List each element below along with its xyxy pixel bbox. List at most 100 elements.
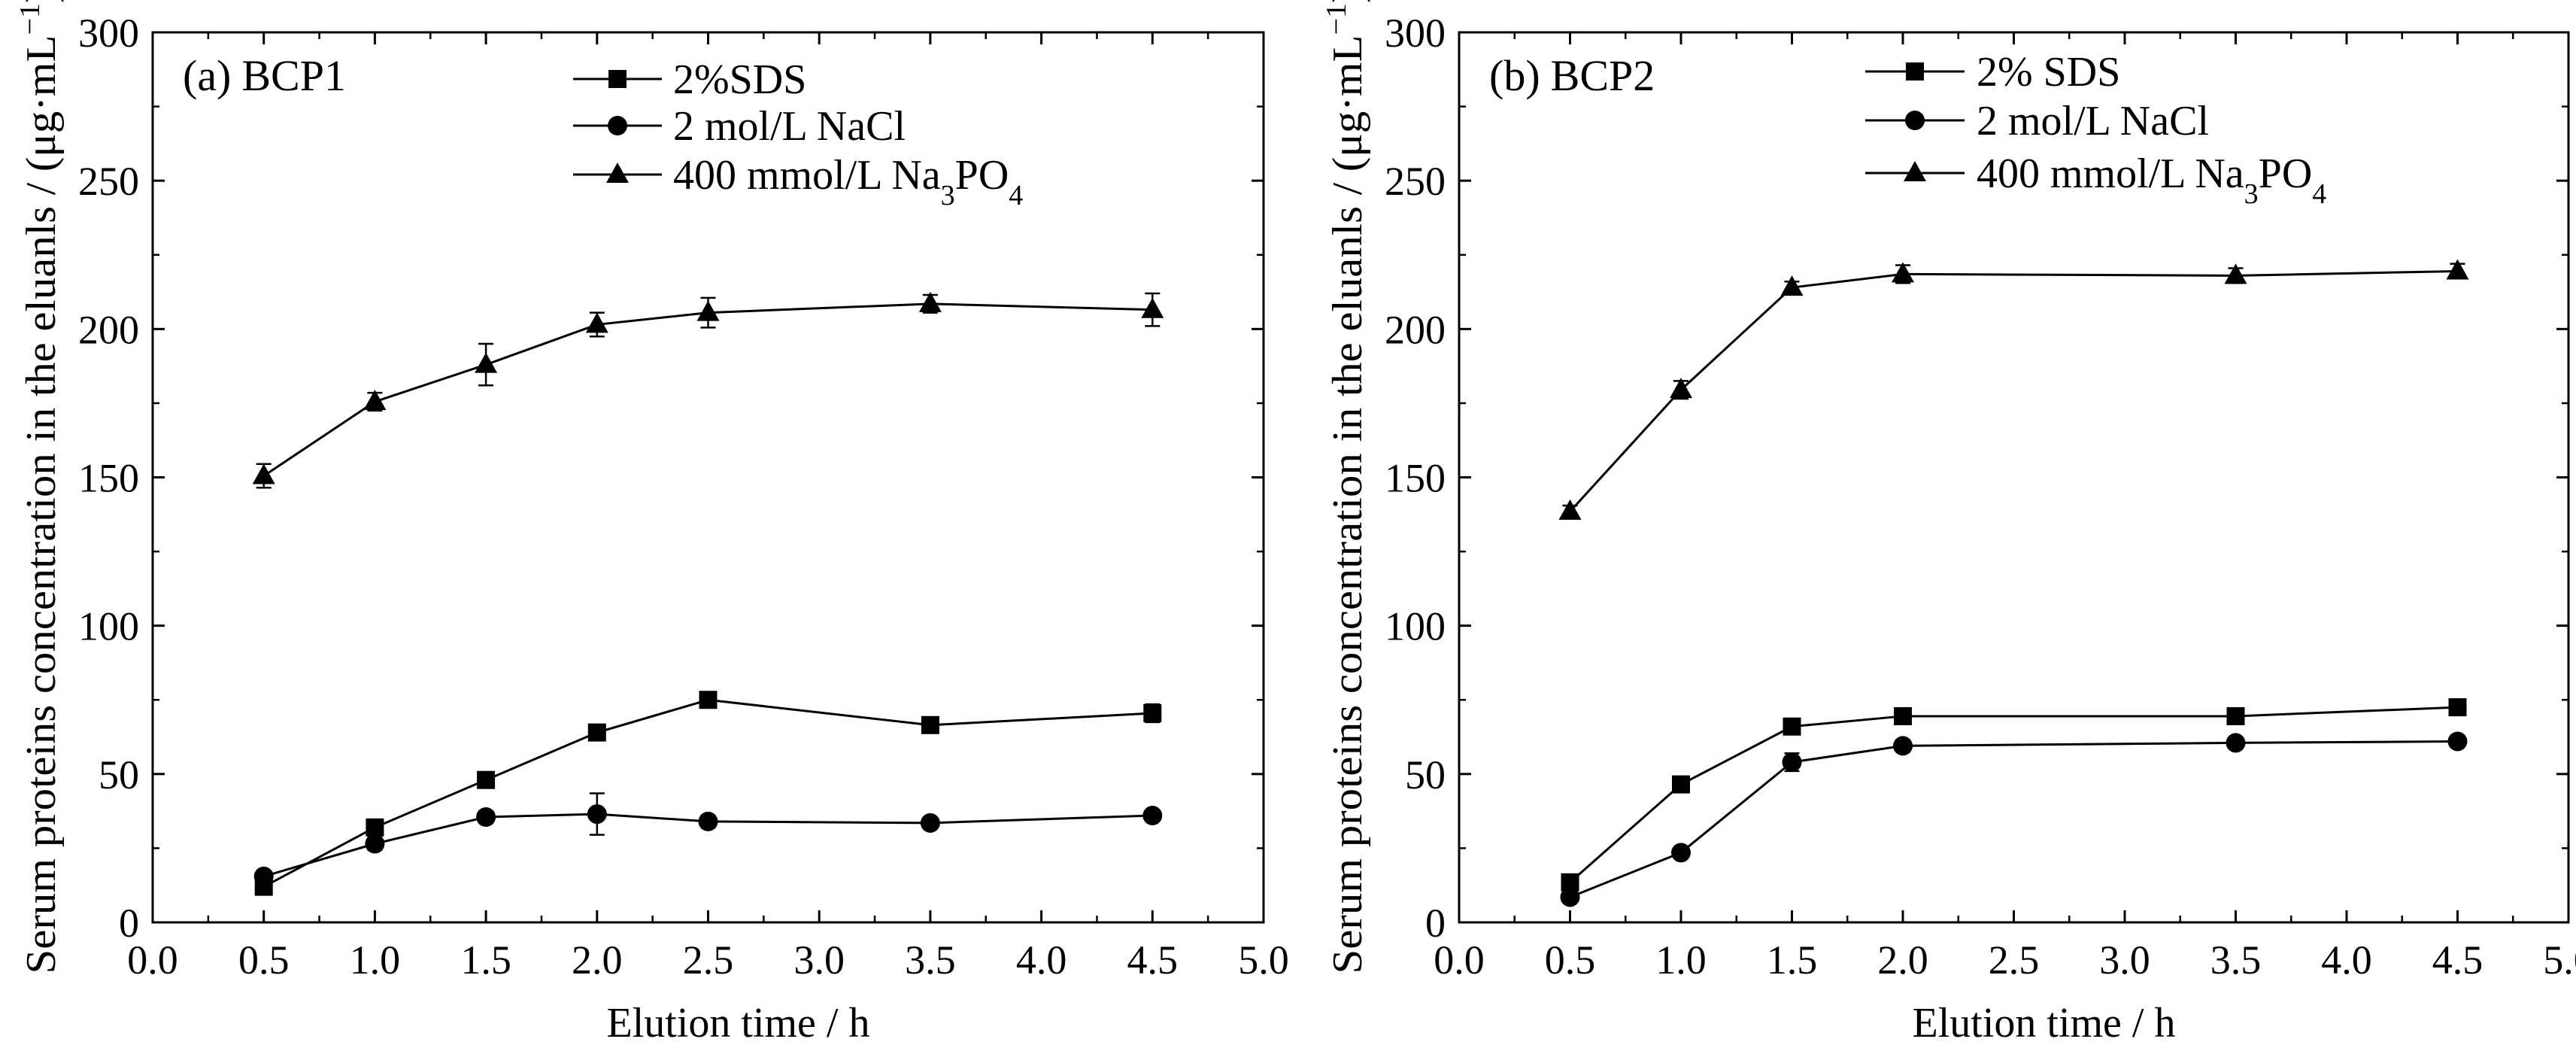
x-tick-label: 1.0	[1655, 937, 1707, 983]
series-square	[1561, 698, 2467, 892]
legend-label: 2% SDS	[1977, 49, 2120, 96]
legend-label: 2%SDS	[673, 56, 806, 103]
data-point	[920, 813, 940, 833]
data-point	[587, 804, 607, 825]
data-point	[253, 866, 274, 886]
y-tick-label: 50	[1405, 752, 1446, 797]
x-tick-label: 4.5	[1127, 937, 1179, 983]
data-point	[476, 807, 496, 828]
x-tick-label: 4.5	[2432, 937, 2483, 983]
y-tick-label: 250	[1385, 159, 1446, 204]
data-point	[2226, 706, 2245, 725]
y-tick-label: 250	[78, 159, 139, 204]
y-tick-label: 200	[1385, 307, 1446, 352]
data-point	[366, 818, 384, 837]
legend-marker	[608, 116, 627, 135]
series-line	[1569, 269, 2458, 512]
y-tick-label: 300	[1385, 11, 1446, 56]
x-axis-label: Elution time / h	[607, 1000, 870, 1046]
data-point	[921, 715, 939, 734]
x-tick-label: 3.5	[905, 937, 956, 983]
data-point	[2447, 731, 2468, 752]
legend-marker	[608, 70, 627, 88]
panel-b-chart: 0.0 0.5 1.0 1.5 2.0 2.5 3.0 3.5 4.0 4.5 5.0 0 50 100 1…	[1321, 0, 2576, 1046]
x-tick-label: 2.0	[1877, 937, 1928, 983]
data-point	[2448, 698, 2467, 717]
series-circle	[253, 792, 1163, 886]
legend-label: 2 mol/L NaCl	[673, 103, 906, 150]
data-point	[1782, 752, 1802, 773]
legend-marker	[606, 163, 629, 183]
x-tick-label: 2.5	[683, 937, 734, 983]
legend-label: 2 mol/L NaCl	[1977, 98, 2209, 144]
x-tick-label: 4.0	[2321, 937, 2372, 983]
y-tick-label: 100	[1385, 604, 1446, 649]
series-line	[262, 302, 1153, 477]
x-tick-label: 3.0	[2099, 937, 2150, 983]
data-point	[365, 834, 385, 854]
panel-title: (b) BCP2	[1489, 51, 1655, 100]
legend-label: 400 mmol/L Na3PO4	[1977, 150, 2326, 210]
x-tick-label: 0.0	[127, 937, 178, 983]
series-line	[1569, 740, 2458, 898]
data-point	[1672, 775, 1690, 794]
x-tick-label: 0.5	[238, 937, 290, 983]
data-point	[1141, 297, 1164, 318]
data-point	[363, 389, 387, 410]
y-tick-label: 100	[78, 604, 139, 649]
series-line	[1569, 706, 2458, 883]
data-point	[1671, 843, 1691, 863]
x-tick-label: 1.5	[460, 937, 511, 983]
y-tick-label: 0	[119, 901, 139, 946]
y-tick-label: 150	[78, 456, 139, 501]
data-point	[699, 691, 718, 709]
data-point	[1142, 806, 1163, 826]
x-axis-label: Elution time / h	[1913, 1000, 2176, 1046]
y-tick-label: 200	[78, 307, 139, 352]
data-point	[585, 312, 608, 333]
x-tick-label: 2.0	[572, 937, 623, 983]
x-tick-label: 0.0	[1434, 937, 1485, 983]
x-tick-label: 3.0	[793, 937, 845, 983]
x-tick-label: 1.0	[350, 937, 401, 983]
data-point	[696, 300, 720, 321]
legend-label: 400 mmol/L Na3PO4	[673, 152, 1023, 211]
data-point	[2226, 733, 2246, 753]
y-axis-label: Serum proteins concentration in the elua…	[1321, 0, 1371, 974]
series-square	[254, 691, 1162, 896]
data-point	[698, 811, 718, 831]
x-tick-label: 3.5	[2210, 937, 2262, 983]
y-tick-label: 50	[99, 752, 139, 797]
data-point	[1558, 499, 1582, 520]
data-point	[477, 770, 496, 789]
y-tick-label: 150	[1385, 456, 1446, 501]
series-triangle	[252, 291, 1164, 489]
y-axis-label: Serum proteins concentration in the elua…	[14, 0, 65, 974]
data-point	[918, 291, 942, 312]
data-point	[1670, 378, 1692, 399]
x-tick-label: 0.5	[1545, 937, 1596, 983]
data-point	[1893, 736, 1913, 756]
legend-marker	[1906, 62, 1924, 80]
data-point	[1894, 706, 1912, 725]
series-triangle	[1558, 259, 2469, 520]
data-point	[1780, 275, 1804, 296]
data-point	[1143, 703, 1162, 722]
data-point	[1892, 262, 1914, 283]
data-point	[2224, 263, 2247, 284]
x-tick-label: 1.5	[1767, 937, 1818, 983]
x-tick-label: 5.0	[1238, 937, 1289, 983]
data-point	[587, 723, 606, 742]
data-point	[1560, 887, 1580, 907]
data-point	[2446, 259, 2469, 280]
x-tick-label: 2.5	[1989, 937, 2040, 983]
data-point	[252, 463, 275, 485]
legend-marker	[1904, 161, 1926, 181]
y-tick-label: 0	[1425, 901, 1446, 946]
series-line	[262, 698, 1153, 889]
data-point	[1783, 717, 1801, 736]
x-tick-label: 5.0	[2543, 937, 2576, 983]
panel-title: (a) BCP1	[183, 51, 346, 100]
series-circle	[1560, 731, 2468, 907]
